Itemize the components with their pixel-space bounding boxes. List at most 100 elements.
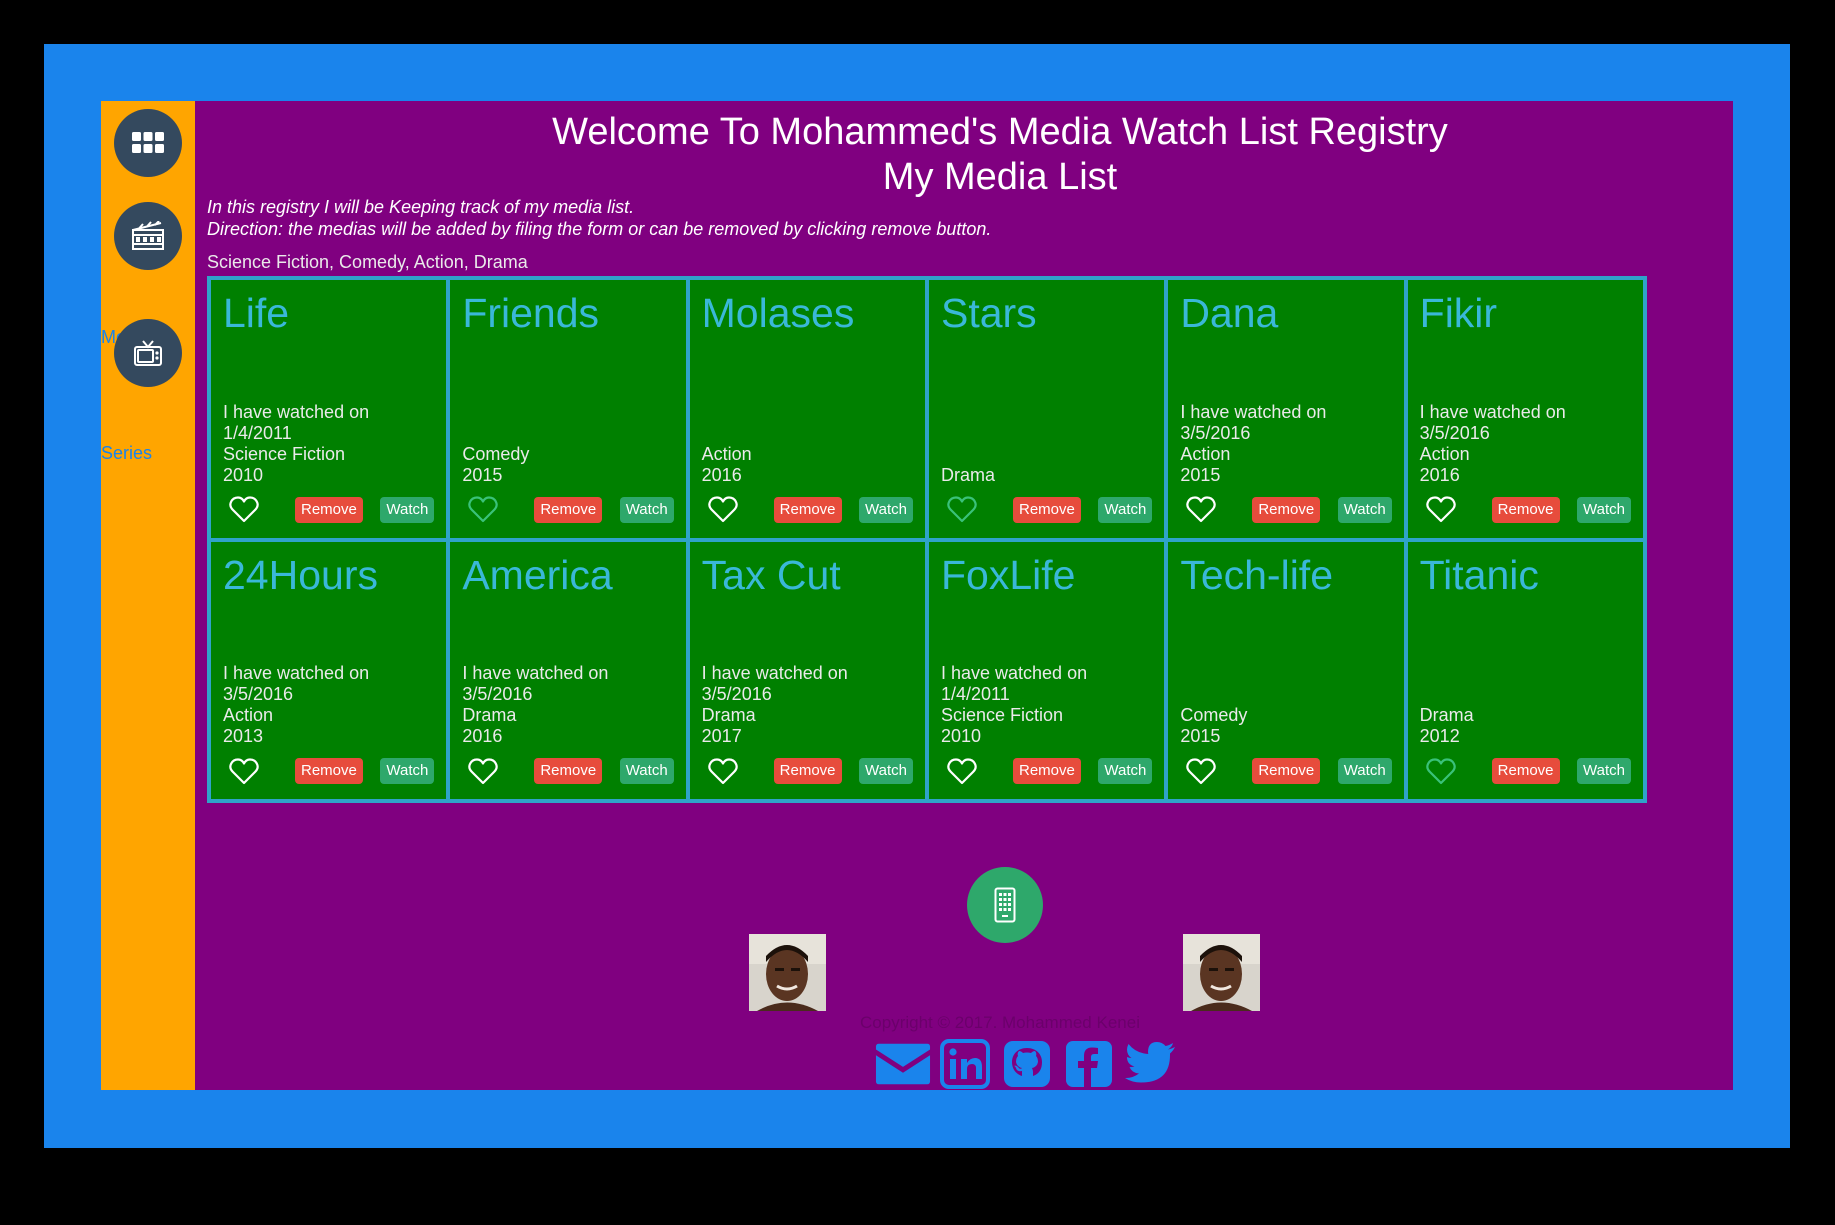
media-title: Fikir — [1419, 290, 1498, 336]
linkedin-icon — [940, 1039, 990, 1089]
app-panel: Movies Series Welcome To Mohammed's Medi… — [101, 101, 1733, 1090]
email-link[interactable] — [875, 1038, 931, 1090]
remove-button[interactable]: Remove — [295, 496, 363, 523]
card-actions: Remove Watch — [947, 757, 1154, 785]
linkedin-link[interactable] — [937, 1038, 993, 1090]
watch-button[interactable]: Watch — [619, 496, 674, 523]
watch-button[interactable]: Watch — [1577, 758, 1631, 784]
heart-icon — [468, 496, 499, 523]
media-info: I have watched on 3/5/2016 Action 2015 — [1180, 402, 1326, 486]
media-year: 2015 — [462, 464, 503, 485]
series-label[interactable]: Series — [101, 443, 153, 463]
favorite-toggle[interactable] — [947, 496, 977, 524]
remove-button[interactable]: Remove — [1252, 496, 1321, 523]
card-actions: Remove Watch — [707, 757, 915, 785]
remove-button[interactable]: Remove — [534, 496, 603, 523]
watch-button[interactable]: Watch — [380, 496, 435, 523]
media-info: Drama 2012 — [1420, 705, 1474, 747]
facebook-link[interactable] — [1061, 1038, 1117, 1090]
media-year: 2015 — [1180, 464, 1221, 485]
intro-text: In this registry I will be Keeping track… — [207, 196, 991, 240]
watched-label: I have watched on — [701, 663, 848, 683]
heart-icon — [229, 757, 259, 784]
social-links — [875, 1038, 1179, 1090]
favorite-toggle[interactable] — [947, 757, 977, 785]
favorite-toggle[interactable] — [707, 496, 738, 524]
card-actions: Remove Watch — [229, 757, 436, 785]
github-icon — [1004, 1041, 1050, 1087]
favorite-toggle[interactable] — [1186, 496, 1217, 524]
media-year: 2010 — [940, 726, 982, 746]
media-card: Dana I have watched on 3/5/2016 Action 2015 R… — [1166, 278, 1406, 540]
watch-button[interactable]: Watch — [1577, 496, 1631, 523]
media-genre: Drama — [701, 705, 756, 725]
twitter-link[interactable] — [1123, 1038, 1179, 1090]
profile-photo — [1183, 934, 1260, 1011]
watch-button[interactable]: Watch — [859, 758, 913, 784]
media-card: FoxLife I have watched on 1/4/2011 Science … — [926, 539, 1167, 801]
github-link[interactable] — [999, 1038, 1055, 1090]
media-year: 2013 — [223, 726, 264, 746]
heart-icon — [707, 757, 738, 784]
watch-button[interactable]: Watch — [619, 758, 674, 784]
copyright-text: Copyright © 2017. Mohammed Kenei — [860, 1013, 1140, 1032]
media-genre: Science Fiction — [223, 443, 346, 464]
watched-date: 3/5/2016 — [701, 684, 772, 704]
media-title: Tax Cut — [701, 551, 841, 598]
media-info: Comedy 2015 — [1180, 705, 1247, 747]
media-year: 2017 — [701, 726, 742, 746]
intro-line: In this registry I will be Keeping track… — [207, 197, 635, 217]
series-button[interactable] — [114, 319, 182, 387]
media-card: Tech-life Comedy 2015 Remove Watch — [1166, 539, 1406, 801]
watch-button[interactable]: Watch — [859, 496, 913, 523]
favorite-toggle[interactable] — [468, 496, 499, 524]
media-card: Stars Drama Remove Watch — [926, 278, 1167, 540]
card-actions: Remove Watch — [1425, 757, 1633, 785]
menu-grid-button[interactable] — [114, 109, 182, 177]
watch-button[interactable]: Watch — [1098, 758, 1153, 784]
main-content: Welcome To Mohammed's Media Watch List R… — [195, 101, 1733, 1090]
media-card: 24Hours I have watched on 3/5/2016 Action 20… — [209, 539, 449, 801]
media-year: 2015 — [1180, 726, 1221, 746]
remove-button[interactable]: Remove — [1491, 496, 1560, 523]
page-subtitle: My Media List — [882, 156, 1118, 198]
media-year: 2016 — [462, 726, 503, 746]
watch-button[interactable]: Watch — [380, 758, 435, 784]
remove-button[interactable]: Remove — [773, 496, 842, 523]
watch-button[interactable]: Watch — [1098, 496, 1153, 523]
favorite-toggle[interactable] — [229, 496, 259, 524]
media-info: Action 2016 — [702, 444, 752, 486]
remove-button[interactable]: Remove — [534, 758, 603, 784]
watch-button[interactable]: Watch — [1337, 496, 1392, 523]
remove-button[interactable]: Remove — [1491, 758, 1560, 784]
media-card: Fikir I have watched on 3/5/2016 Action 2016… — [1405, 278, 1645, 540]
movies-button[interactable] — [114, 202, 182, 270]
favorite-toggle[interactable] — [707, 757, 738, 785]
remove-button[interactable]: Remove — [773, 758, 842, 784]
watched-label: I have watched on — [1180, 401, 1327, 422]
card-actions: Remove Watch — [1186, 757, 1393, 785]
favorite-toggle[interactable] — [468, 757, 499, 785]
favorite-toggle[interactable] — [1425, 757, 1456, 785]
watched-date: 3/5/2016 — [1419, 422, 1490, 443]
watch-button[interactable]: Watch — [1337, 758, 1392, 784]
media-info: I have watched on 3/5/2016 Drama 2017 — [702, 663, 848, 747]
media-info: I have watched on 3/5/2016 Action 2016 — [1420, 402, 1566, 486]
add-media-button[interactable] — [967, 867, 1043, 943]
remove-button[interactable]: Remove — [1012, 758, 1081, 784]
remove-button[interactable]: Remove — [1252, 758, 1321, 784]
media-title: America — [462, 551, 613, 598]
heart-icon — [1186, 496, 1217, 523]
media-genre: Science Fiction — [940, 705, 1064, 725]
card-actions: Remove Watch — [1425, 496, 1633, 524]
heart-icon — [1186, 757, 1217, 784]
card-actions: Remove Watch — [229, 496, 436, 524]
media-grid: Life I have watched on 1/4/2011 Science Fic… — [207, 276, 1647, 803]
watched-label: I have watched on — [1419, 401, 1566, 422]
remove-button[interactable]: Remove — [1012, 496, 1081, 523]
remove-button[interactable]: Remove — [295, 758, 363, 784]
favorite-toggle[interactable] — [1425, 496, 1456, 524]
favorite-toggle[interactable] — [229, 757, 259, 785]
favorite-toggle[interactable] — [1186, 757, 1217, 785]
facebook-icon — [1066, 1041, 1112, 1087]
